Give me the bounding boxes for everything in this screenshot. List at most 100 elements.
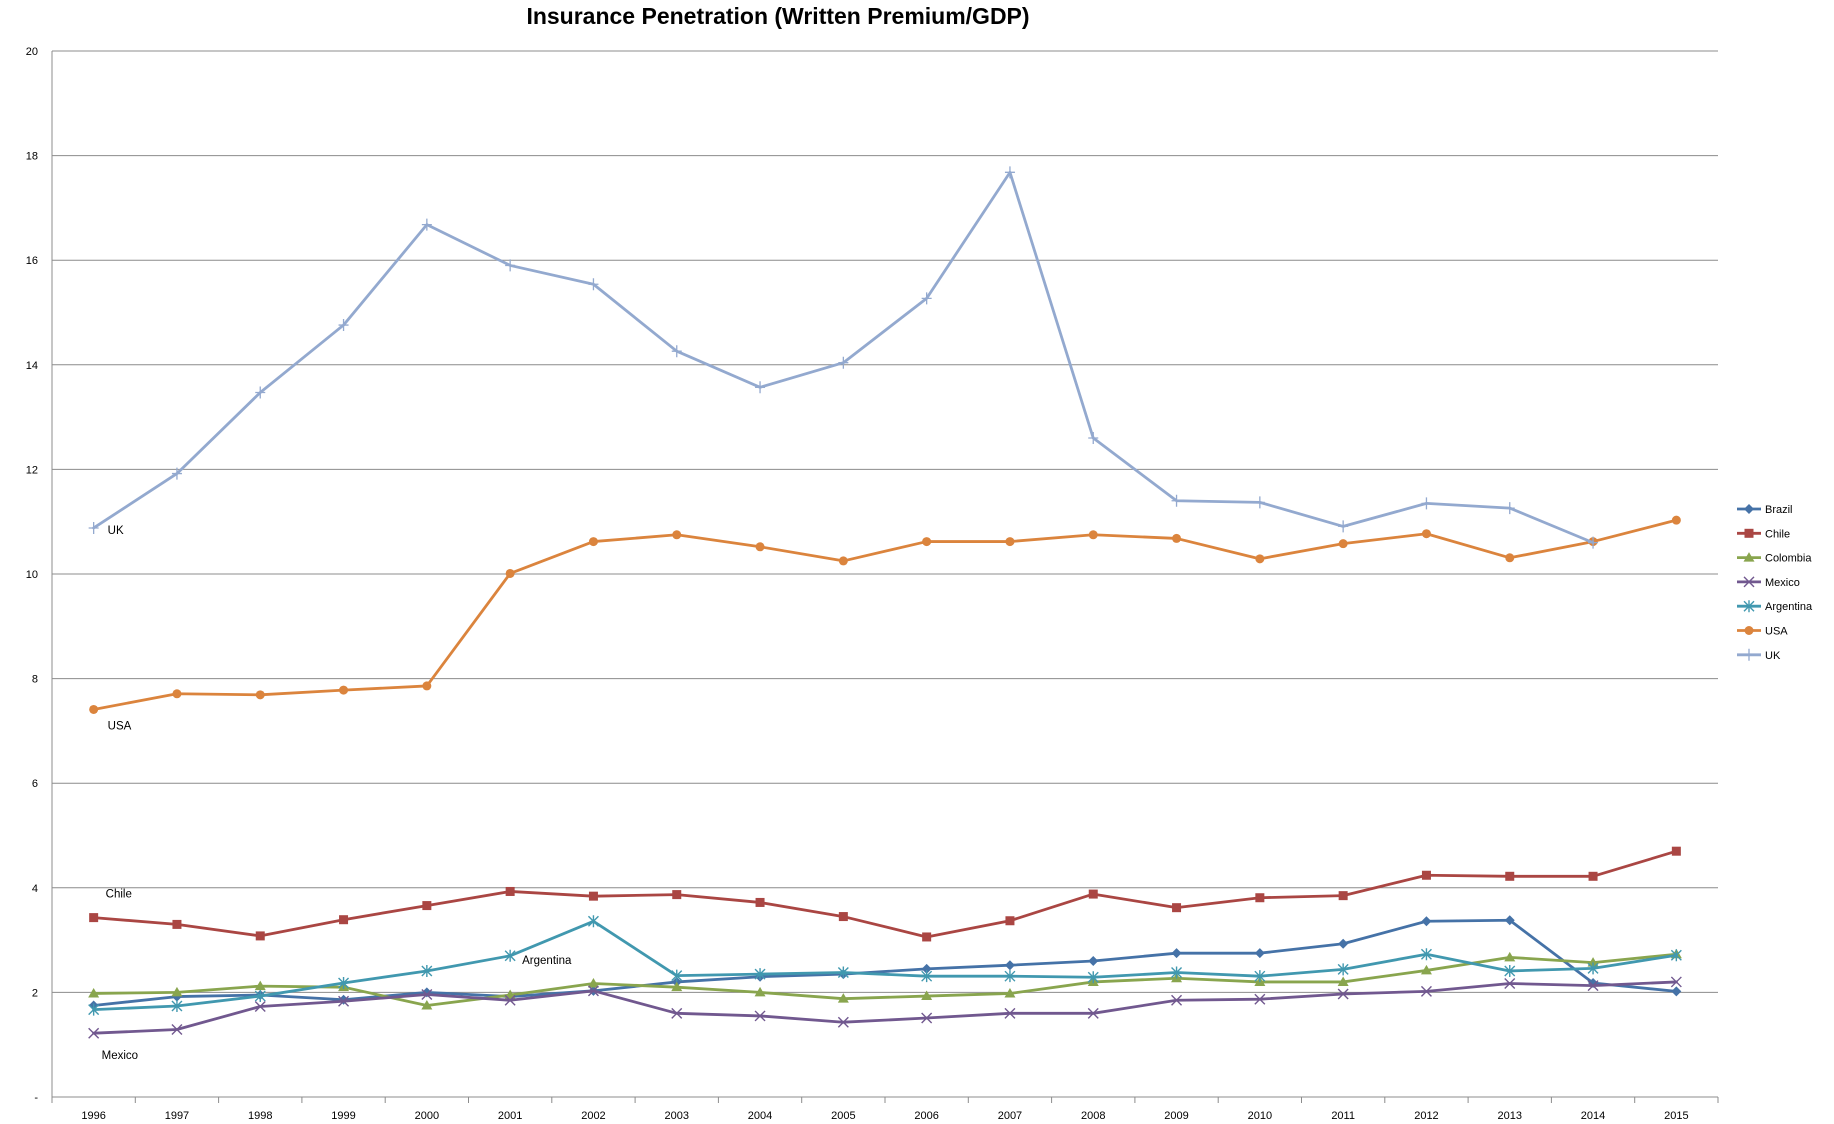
x-tick-label-2013: 2013 bbox=[1498, 1110, 1522, 1122]
data-point-argentina-2012 bbox=[1420, 948, 1432, 961]
data-point-uk-2002 bbox=[588, 278, 599, 291]
data-point-uk-2014 bbox=[1588, 536, 1599, 549]
data-point-uk-2003 bbox=[671, 345, 682, 358]
series-colombia bbox=[88, 948, 1682, 1010]
data-point-brazil-2010 bbox=[1254, 948, 1265, 959]
data-point-chile-2002 bbox=[588, 891, 598, 901]
data-point-mexico-2009 bbox=[1171, 994, 1183, 1006]
data-point-mexico-2003 bbox=[671, 1007, 683, 1019]
data-point-mexico-2001 bbox=[504, 994, 516, 1006]
y-tick-label: 18 bbox=[26, 151, 38, 163]
x-tick-label-2005: 2005 bbox=[831, 1110, 855, 1122]
series-layer bbox=[88, 166, 1682, 1039]
data-point-brazil-2007 bbox=[1004, 960, 1015, 971]
series-line-mexico bbox=[92, 980, 1678, 1035]
data-point-mexico-2010 bbox=[1254, 993, 1266, 1005]
y-tick-label: 10 bbox=[26, 569, 38, 581]
data-point-chile-2010 bbox=[1255, 893, 1265, 903]
data-point-mexico-1996 bbox=[88, 1027, 100, 1039]
data-point-colombia-2007 bbox=[1004, 987, 1016, 998]
x-tick-label-1996: 1996 bbox=[81, 1110, 105, 1122]
data-point-usa-1996 bbox=[89, 704, 99, 714]
legend-marker-brazil bbox=[1744, 504, 1754, 514]
x-tick-label-2000: 2000 bbox=[415, 1110, 439, 1122]
y-tick-label: 4 bbox=[32, 883, 38, 895]
x-tick-label-2010: 2010 bbox=[1248, 1110, 1272, 1122]
data-point-colombia-1997 bbox=[171, 986, 183, 997]
legend-item-argentina: Argentina bbox=[1737, 600, 1813, 613]
series-argentina bbox=[88, 915, 1682, 1016]
data-point-colombia-2013 bbox=[1504, 951, 1516, 962]
data-point-mexico-1999 bbox=[338, 995, 350, 1007]
x-tick-label-2007: 2007 bbox=[998, 1110, 1022, 1122]
data-point-brazil-2011 bbox=[1338, 938, 1349, 949]
data-point-argentina-2015 bbox=[1670, 949, 1682, 962]
data-point-chile-2005 bbox=[838, 912, 848, 922]
data-point-chile-1996 bbox=[89, 913, 99, 923]
data-point-chile-2003 bbox=[672, 890, 682, 900]
x-tick-label-2006: 2006 bbox=[914, 1110, 938, 1122]
data-point-chile-1999 bbox=[339, 915, 349, 925]
data-point-uk-2001 bbox=[505, 259, 516, 272]
data-point-argentina-1999 bbox=[338, 976, 350, 989]
legend-item-mexico: Mexico bbox=[1737, 576, 1800, 589]
data-point-uk-1996 bbox=[88, 521, 99, 534]
data-point-usa-2010 bbox=[1255, 554, 1265, 564]
data-point-mexico-2006 bbox=[921, 1012, 933, 1024]
data-point-usa-2002 bbox=[588, 537, 598, 547]
x-tick-label-2014: 2014 bbox=[1581, 1110, 1605, 1122]
data-point-usa-2012 bbox=[1421, 529, 1431, 539]
data-point-usa-1999 bbox=[339, 685, 349, 695]
legend-marker-chile bbox=[1744, 528, 1754, 538]
data-point-mexico-2014 bbox=[1587, 980, 1599, 992]
data-point-uk-2009 bbox=[1171, 494, 1182, 507]
data-point-argentina-2007 bbox=[1004, 970, 1016, 983]
data-point-argentina-1997 bbox=[171, 999, 183, 1012]
data-point-chile-2013 bbox=[1505, 871, 1515, 881]
y-tick-label: 16 bbox=[26, 255, 38, 267]
data-point-usa-1998 bbox=[255, 690, 265, 700]
data-point-colombia-2000 bbox=[421, 999, 433, 1010]
data-point-chile-1997 bbox=[172, 919, 182, 929]
x-tick-label-2002: 2002 bbox=[581, 1110, 605, 1122]
legend-item-colombia: Colombia bbox=[1737, 552, 1812, 565]
data-point-argentina-2013 bbox=[1504, 964, 1516, 977]
x-tick-label-2012: 2012 bbox=[1414, 1110, 1438, 1122]
data-point-chile-2008 bbox=[1088, 889, 1098, 899]
data-point-mexico-2013 bbox=[1504, 978, 1516, 990]
annotation-layer: UK USA Chile Mexico Argentina bbox=[102, 525, 572, 1062]
data-point-argentina-2014 bbox=[1587, 962, 1599, 975]
data-point-brazil-2013 bbox=[1504, 915, 1515, 926]
data-point-argentina-2002 bbox=[587, 915, 599, 928]
data-point-argentina-2009 bbox=[1171, 966, 1183, 979]
series-line-argentina bbox=[92, 919, 1678, 1012]
data-point-mexico-2005 bbox=[837, 1016, 849, 1028]
data-point-chile-2007 bbox=[1005, 916, 1015, 926]
data-point-mexico-2004 bbox=[754, 1010, 766, 1022]
data-point-brazil-2009 bbox=[1171, 948, 1182, 959]
legend-item-brazil: Brazil bbox=[1737, 504, 1793, 516]
data-point-argentina-2008 bbox=[1087, 971, 1099, 984]
data-point-colombia-2003 bbox=[671, 981, 683, 992]
data-point-usa-1997 bbox=[172, 689, 182, 699]
data-point-mexico-2012 bbox=[1420, 985, 1432, 997]
data-point-mexico-2002 bbox=[587, 985, 599, 997]
data-point-usa-2009 bbox=[1172, 533, 1182, 543]
data-point-argentina-2011 bbox=[1337, 963, 1349, 976]
data-point-usa-2011 bbox=[1338, 539, 1348, 549]
series-mexico bbox=[88, 976, 1682, 1039]
data-point-chile-2011 bbox=[1338, 891, 1348, 901]
data-point-uk-1997 bbox=[171, 467, 182, 480]
legend-label: Brazil bbox=[1765, 504, 1793, 516]
data-point-argentina-2006 bbox=[921, 970, 933, 983]
data-point-chile-2009 bbox=[1172, 903, 1182, 913]
data-point-usa-2001 bbox=[505, 568, 515, 578]
x-tick-label-2001: 2001 bbox=[498, 1110, 522, 1122]
data-point-chile-2001 bbox=[505, 886, 515, 896]
annotation-uk: UK bbox=[108, 525, 124, 537]
data-point-uk-2007 bbox=[1004, 166, 1015, 179]
data-point-usa-2006 bbox=[922, 537, 932, 547]
series-line-chile bbox=[92, 849, 1678, 939]
